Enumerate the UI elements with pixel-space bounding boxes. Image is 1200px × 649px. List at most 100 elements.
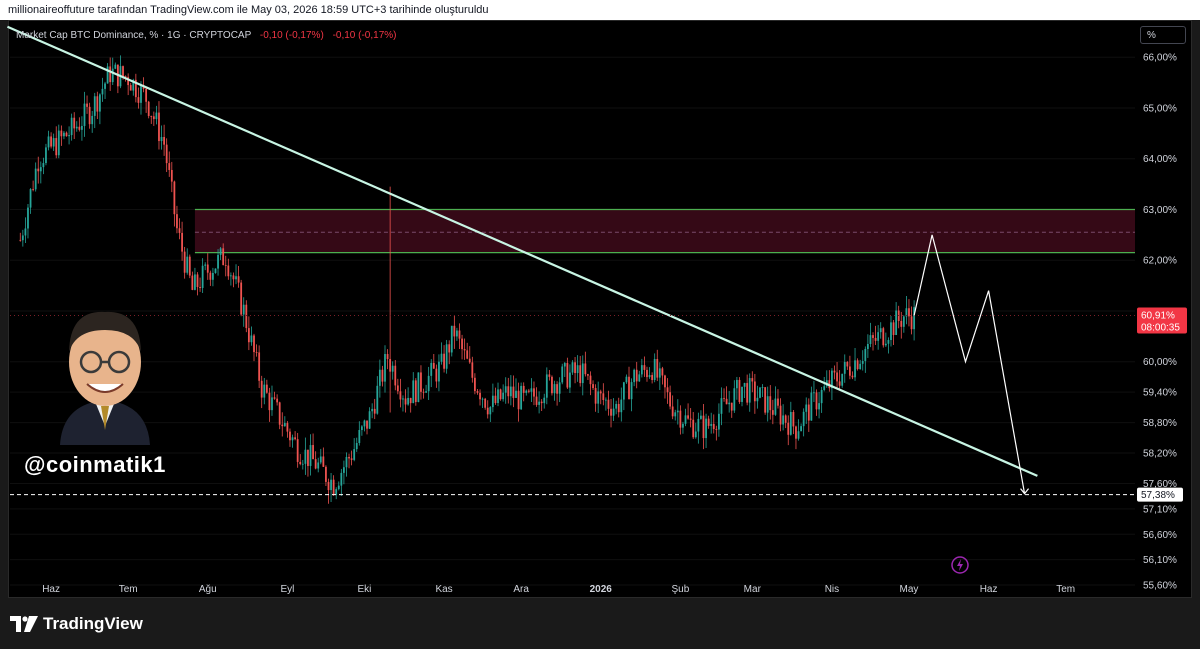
candle-body (869, 335, 872, 344)
candle-body (152, 116, 155, 120)
candle-body (820, 389, 823, 404)
candle-body (748, 378, 751, 403)
candle-body (260, 380, 263, 398)
avatar-hair (69, 311, 141, 352)
candle-body (589, 375, 592, 385)
candle-body (473, 377, 476, 392)
resistance-zone (194, 208, 1135, 254)
candle-body (317, 462, 320, 469)
candle-body (671, 406, 674, 417)
candle-body (759, 387, 761, 398)
candle-body (237, 276, 240, 283)
candle-body (664, 375, 666, 388)
candle-body (335, 489, 338, 495)
candle-body (818, 403, 820, 410)
candle-body (617, 403, 620, 413)
candle-body (723, 398, 725, 399)
candle-body (458, 330, 461, 339)
candle-body (155, 112, 158, 120)
candle-body (884, 343, 887, 346)
candle-body (27, 207, 29, 229)
candle-series (19, 55, 916, 504)
current-price-badge (1137, 307, 1187, 334)
candle-body (646, 369, 648, 378)
candle-body (140, 85, 142, 103)
candle-body (784, 415, 787, 423)
scale-unit-button[interactable]: % (1140, 26, 1186, 44)
y-tick-label: 66,00% (1143, 53, 1177, 64)
chart-frame[interactable] (8, 20, 1192, 598)
candle-body (766, 396, 769, 413)
tradingview-logo[interactable]: TradingView (10, 614, 143, 634)
y-tick-label: 65,00% (1143, 103, 1177, 114)
candle-body (396, 385, 399, 392)
candle-body (194, 274, 196, 290)
candle-body (635, 369, 638, 382)
candle-body (718, 413, 720, 430)
candle-body (222, 248, 225, 266)
candle-body (574, 362, 576, 374)
y-tick-label: 64,00% (1143, 154, 1177, 165)
x-tick-label: Şub (671, 584, 689, 595)
candle-body (340, 472, 343, 486)
candle-body (751, 378, 754, 382)
candle-body (872, 335, 874, 338)
candle-body (173, 181, 176, 215)
candle-body (327, 481, 330, 491)
candle-body (520, 385, 523, 410)
y-tick-label: 60,00% (1143, 357, 1177, 368)
candle-body (700, 415, 702, 419)
candle-body (779, 405, 782, 425)
candle-body (761, 387, 764, 389)
candle-body (358, 430, 361, 444)
candle-body (587, 374, 589, 376)
candle-body (535, 396, 538, 405)
candle-body (176, 214, 178, 229)
y-tick-label: 62,00% (1143, 256, 1177, 267)
candle-body (484, 398, 487, 408)
candle-body (679, 410, 682, 428)
candle-body (314, 459, 317, 469)
candle-body (150, 115, 153, 117)
candle-body (404, 398, 407, 405)
candle-body (815, 392, 818, 410)
candle-body (630, 382, 633, 400)
candle-body (746, 383, 749, 403)
candle-body (656, 359, 659, 378)
candle-body (553, 384, 556, 394)
footer-bar: TradingView (0, 598, 1200, 649)
support-price-label: 57,38% (1141, 490, 1175, 501)
candle-body (247, 328, 250, 343)
candle-body (769, 396, 772, 411)
candle-body (461, 338, 463, 350)
candle-body (60, 130, 63, 137)
candle-body (122, 66, 124, 77)
candle-body (165, 144, 168, 164)
x-tick-label: Ağu (199, 584, 217, 595)
candle-body (37, 168, 40, 172)
candle-body (343, 467, 345, 473)
candle-body (304, 449, 307, 464)
candle-body (594, 388, 597, 404)
candle-body (81, 125, 83, 130)
countdown-label: 08:00:35 (1141, 323, 1180, 334)
candle-body (263, 384, 266, 398)
candle-body (432, 362, 435, 369)
candle-body (337, 485, 340, 490)
candle-body (625, 376, 628, 383)
candle-body (856, 360, 859, 370)
candle-body (640, 365, 643, 375)
x-tick-label: Tem (1056, 584, 1075, 595)
candle-body (412, 380, 415, 404)
candle-body (689, 418, 692, 420)
candle-body (558, 382, 561, 394)
alert-icon[interactable] (951, 556, 969, 574)
candle-body (730, 402, 733, 411)
candle-body (892, 322, 895, 336)
candle-body (733, 388, 736, 411)
candle-body (289, 431, 291, 441)
y-tick-label: 58,20% (1143, 449, 1177, 460)
candle-body (515, 390, 517, 398)
candle-body (50, 136, 52, 147)
